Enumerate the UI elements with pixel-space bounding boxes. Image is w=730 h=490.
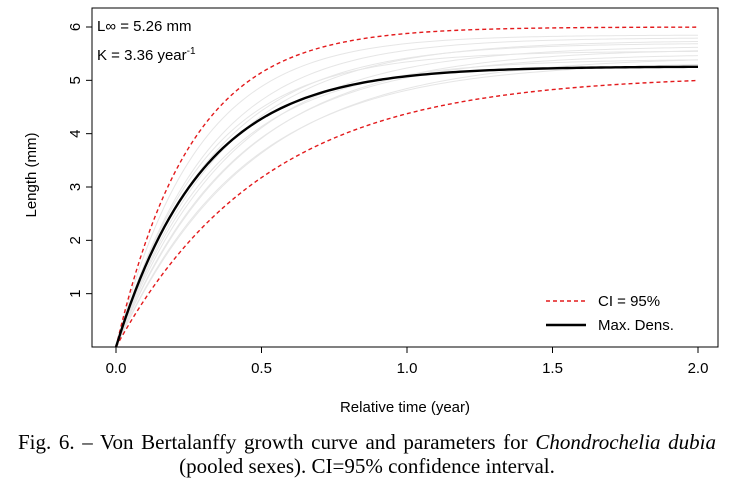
ci-curve-2 — [115, 79, 699, 348]
background-curves — [115, 34, 699, 348]
k-parameter-exponent: -1 — [187, 46, 196, 57]
x-tick-label-5: 2.0 — [688, 360, 709, 377]
x-axis-label: Relative time (year) — [340, 399, 470, 416]
k-parameter-value: K = 3.36 year — [97, 47, 187, 64]
background-curve-5 — [115, 46, 699, 348]
ci-curve-1 — [115, 26, 699, 348]
caption-species: Chondrochelia dubia — [535, 430, 716, 454]
series-group — [114, 26, 699, 348]
growth-chart: 0.0 0.5 1.0 1.5 2.0 1 2 3 4 5 6 Relative time (yea… — [23, 7, 719, 416]
k-parameter: K = 3.36 year-1 — [97, 46, 196, 64]
figure-caption: Fig. 6. – Von Bertalanffy growth curve a… — [18, 430, 716, 478]
y-tick-label-4: 4 — [67, 129, 84, 137]
legend-maxdens-label: Max. Dens. — [598, 317, 674, 334]
background-curve-4 — [115, 43, 699, 348]
background-curve-7 — [115, 50, 699, 348]
legend: CI = 95% Max. Dens. — [546, 293, 674, 334]
caption-prefix: Fig. 6. – Von Bertalanffy growth curve a… — [18, 430, 528, 454]
x-tick-label-3: 1.0 — [397, 360, 418, 377]
caption-suffix: (pooled sexes). CI=95% confidence interv… — [179, 454, 555, 478]
x-tick-label-4: 1.5 — [542, 360, 563, 377]
linf-parameter: L∞ = 5.26 mm — [97, 18, 191, 35]
y-tick-label-5: 5 — [67, 76, 84, 84]
axes-group: 0.0 0.5 1.0 1.5 2.0 1 2 3 4 5 6 — [67, 23, 708, 377]
y-tick-label-6: 6 — [67, 23, 84, 31]
y-axis-label: Length (mm) — [23, 132, 40, 217]
y-tick-label-3: 3 — [67, 183, 84, 191]
background-curve-1 — [115, 34, 699, 348]
legend-ci-label: CI = 95% — [598, 293, 660, 310]
x-tick-label-1: 0.0 — [106, 360, 127, 377]
background-curve-10 — [115, 59, 699, 348]
y-tick-label-2: 2 — [67, 236, 84, 244]
background-curve-3 — [115, 40, 699, 348]
x-tick-label-2: 0.5 — [251, 360, 272, 377]
max-dens-curve — [114, 65, 699, 348]
y-tick-label-1: 1 — [67, 289, 84, 297]
background-curve-8 — [115, 55, 699, 348]
background-curve-9 — [115, 59, 699, 348]
background-curve-2 — [115, 37, 699, 348]
